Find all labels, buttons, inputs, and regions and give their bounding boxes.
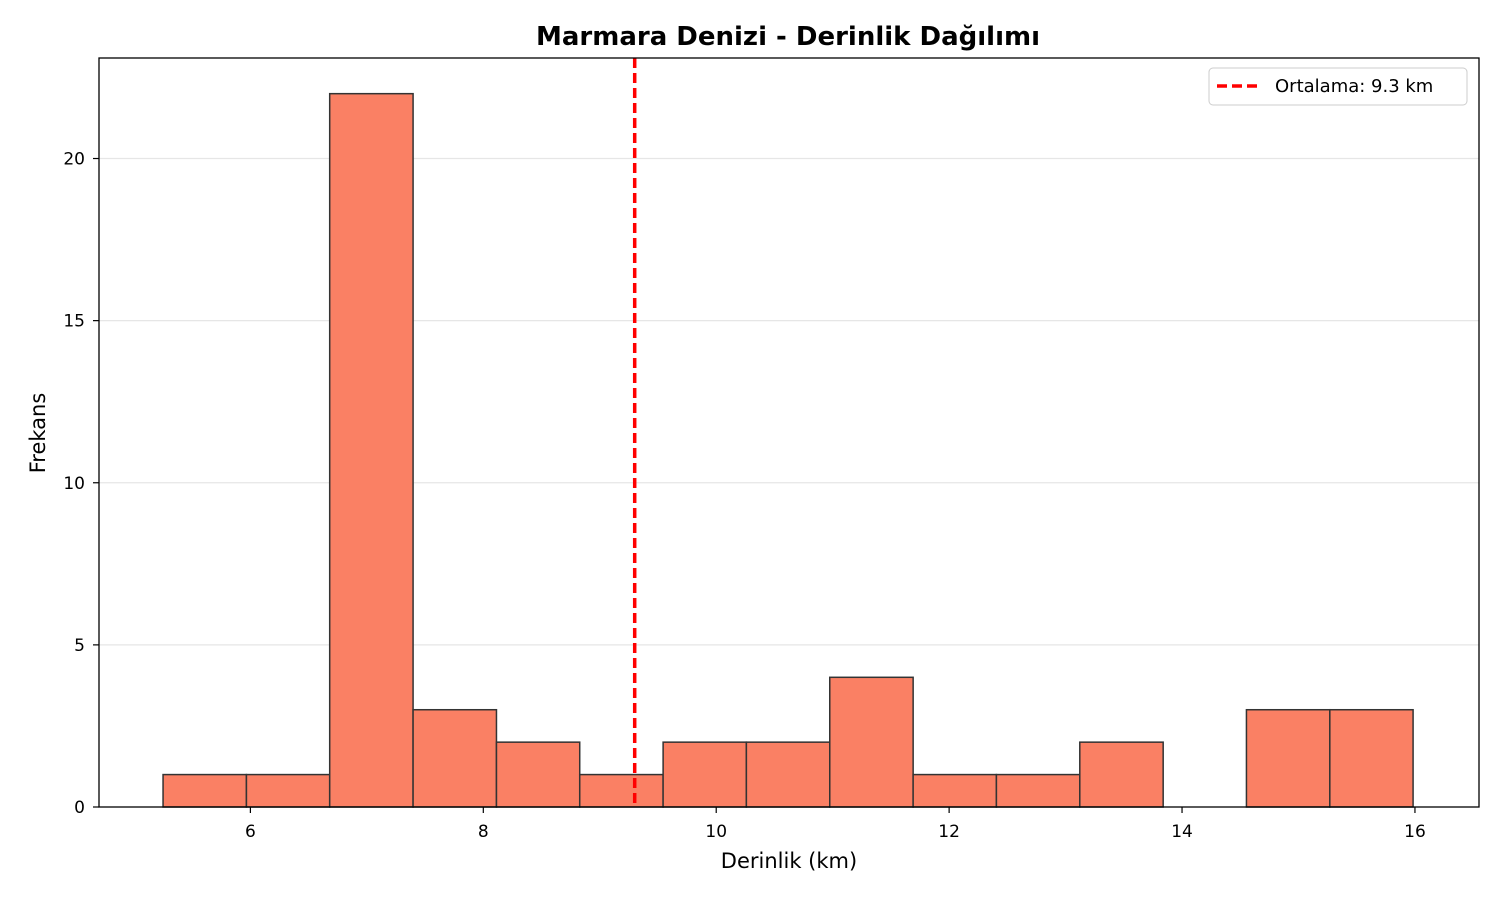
x-tick-label: 12 bbox=[938, 822, 960, 842]
y-tick-label: 0 bbox=[74, 798, 85, 818]
histogram-bar bbox=[995, 773, 1081, 808]
histogram-bar bbox=[662, 741, 748, 808]
histogram-bar bbox=[328, 92, 414, 808]
chart-title: Marmara Denizi - Derinlik Dağılımı bbox=[536, 22, 1040, 52]
x-tick-label: 14 bbox=[1171, 822, 1193, 842]
bars-group bbox=[162, 92, 1414, 808]
y-axis-ticks: 0 5 10 15 20 bbox=[63, 150, 99, 818]
histogram-bar bbox=[1329, 708, 1414, 808]
x-tick-label: 8 bbox=[478, 822, 489, 842]
histogram-bar bbox=[412, 708, 498, 808]
x-tick-label: 6 bbox=[245, 822, 256, 842]
legend-box bbox=[1208, 67, 1468, 106]
x-tick-label: 16 bbox=[1404, 822, 1426, 842]
x-axis-ticks: 6 8 10 12 14 16 bbox=[245, 807, 1426, 842]
histogram-bar bbox=[1079, 741, 1164, 808]
legend: Ortalama: 9.3 km bbox=[1208, 67, 1468, 106]
y-tick-label: 5 bbox=[74, 636, 85, 656]
legend-label-mean: Ortalama: 9.3 km bbox=[1275, 76, 1433, 97]
plot-frame bbox=[98, 57, 1480, 808]
y-axis-label: Frekans bbox=[26, 393, 50, 474]
y-tick-label: 20 bbox=[63, 150, 85, 170]
histogram-bar bbox=[745, 741, 831, 808]
histogram-bar bbox=[912, 773, 998, 808]
histogram-bar bbox=[162, 773, 248, 808]
y-tick-label: 15 bbox=[63, 312, 85, 332]
x-axis-label: Derinlik (km) bbox=[721, 849, 857, 873]
histogram-bar bbox=[578, 773, 664, 808]
grid-lines bbox=[99, 157, 1479, 646]
histogram-bar bbox=[495, 741, 581, 808]
x-tick-label: 10 bbox=[705, 822, 727, 842]
y-tick-label: 10 bbox=[63, 474, 85, 494]
histogram-bar bbox=[245, 773, 331, 808]
histogram-bar bbox=[829, 676, 914, 808]
histogram-bar bbox=[1245, 708, 1331, 808]
